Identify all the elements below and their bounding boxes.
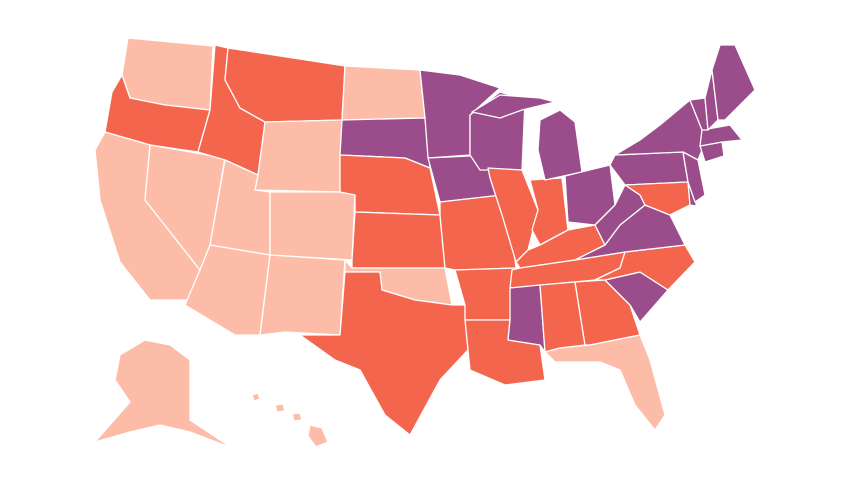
state: [471, 94, 556, 119]
state: [537, 109, 583, 181]
state: [94, 339, 233, 449]
state: [609, 151, 689, 186]
state: [544, 334, 666, 431]
state: [291, 412, 303, 422]
state: [341, 65, 426, 121]
states: [94, 37, 756, 449]
state: [299, 271, 469, 436]
state: [682, 151, 706, 203]
state: [254, 119, 343, 193]
state: [259, 254, 346, 336]
state: [307, 424, 329, 448]
state: [251, 392, 261, 402]
state: [614, 99, 703, 161]
state: [711, 44, 756, 121]
state: [274, 403, 286, 413]
state: [699, 124, 743, 147]
state: [351, 211, 446, 269]
state: [594, 244, 696, 291]
state: [269, 191, 356, 261]
